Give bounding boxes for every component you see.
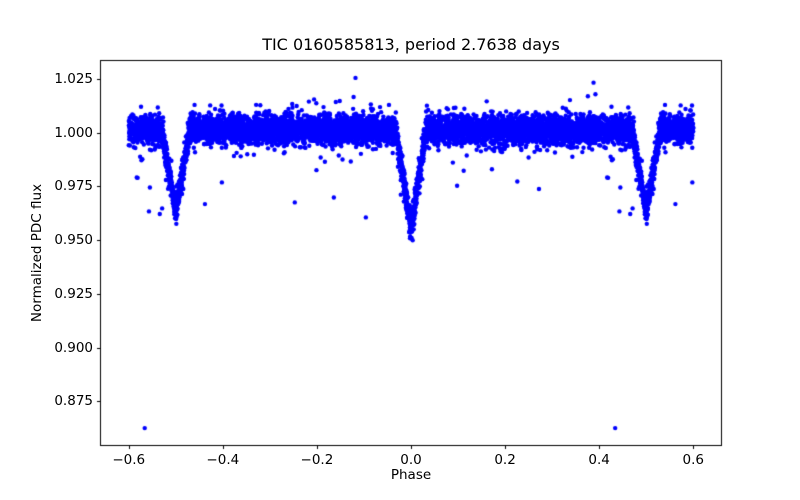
y-tick-label: 0.900 — [54, 339, 93, 356]
x-tick-label: 0.4 — [588, 452, 610, 468]
x-tick-label: 0.2 — [494, 452, 516, 468]
y-axis-label: Normalized PDC flux — [29, 183, 45, 323]
y-tick-label: 1.000 — [54, 124, 93, 141]
chart-title: TIC 0160585813, period 2.7638 days — [262, 35, 560, 54]
x-tick-label: −0.4 — [206, 452, 240, 468]
x-tick-label: −0.6 — [112, 452, 146, 468]
y-tick-label: 0.875 — [54, 393, 93, 410]
y-tick-label: 0.925 — [54, 285, 93, 302]
y-tick-label: 0.975 — [54, 178, 93, 195]
y-tick-label: 1.025 — [54, 70, 93, 87]
x-tick-label: 0.6 — [682, 452, 704, 468]
y-tick-label: 0.950 — [54, 232, 93, 249]
x-tick-label: −0.2 — [300, 452, 334, 468]
x-tick-label: 0.0 — [400, 452, 422, 468]
x-axis-label: Phase — [390, 467, 432, 483]
